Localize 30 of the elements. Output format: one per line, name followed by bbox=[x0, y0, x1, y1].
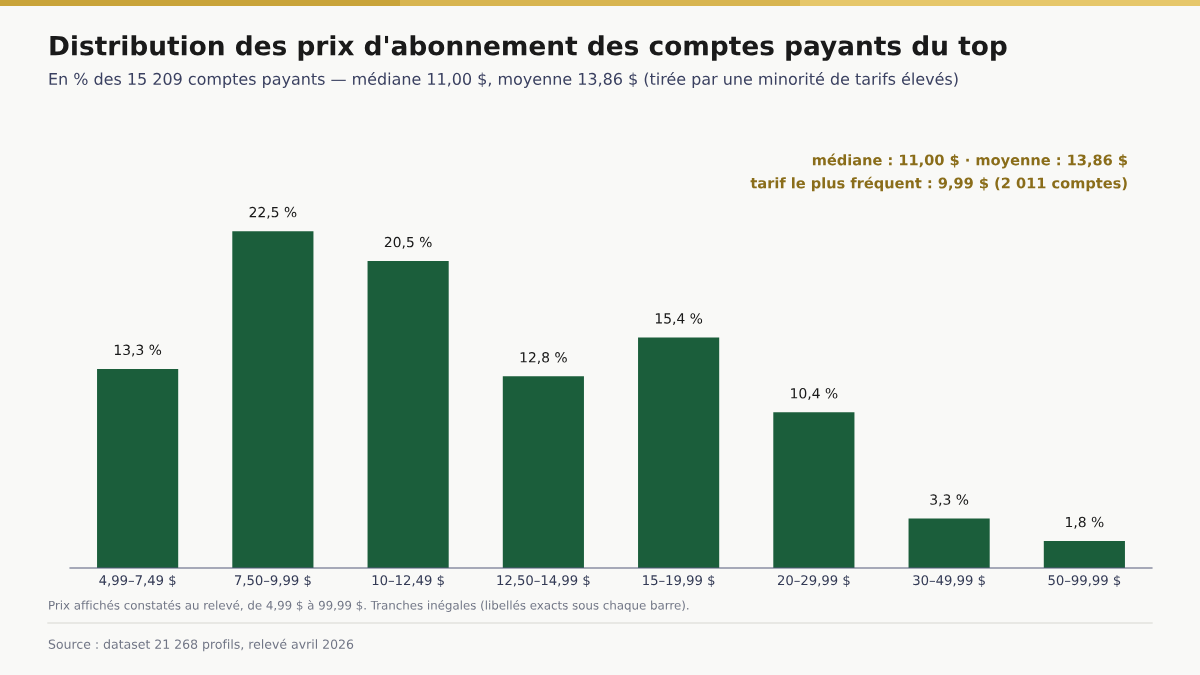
x-tick-label: 20–29,99 $ bbox=[777, 574, 850, 587]
data-label: 10,4 % bbox=[791, 388, 838, 400]
text: tarif le plus fréquent : 9,99 $ (2 011 comptes) bbox=[750, 176, 1127, 192]
chart-subtitle: En % des 15 209 comptes payants — médiane 11,00 $, moyenne 13,86 $ (tirée par une minorité de tarifs élevés) bbox=[49, 71, 958, 89]
x-tick-label: 30–49,99 $ bbox=[913, 574, 985, 587]
data-label: 22,5 % bbox=[249, 206, 297, 219]
text: médiane : 11,00 $ · moyenne : 13,86 $ bbox=[812, 153, 1128, 169]
x-tick-label: 15–19,99 $ bbox=[643, 574, 715, 587]
x-tick-label: 7,50–9,99 $ bbox=[234, 574, 311, 587]
chart-title: Distribution des prix d'abonnement des comptes payants du top bbox=[50, 35, 1007, 61]
bar bbox=[97, 368, 179, 568]
x-tick-label: 50–99,99 $ bbox=[1048, 574, 1121, 587]
bar bbox=[773, 412, 855, 568]
x-tick-label: 10–12,49 $ bbox=[372, 574, 444, 587]
text: Prix affichés constatés au relevé, de 4,99 $ à 99,99 $. Tranches inégales (libellés exacts sous chaque barre). bbox=[49, 600, 689, 612]
x-tick-label: 12,50–14,99 $ bbox=[497, 574, 590, 587]
data-label: 1,8 % bbox=[1066, 516, 1104, 529]
bar bbox=[908, 518, 990, 568]
source-note: Source : dataset 21 268 profils, relevé avril 2026 bbox=[48, 638, 354, 652]
bar bbox=[502, 376, 584, 568]
bar bbox=[1043, 541, 1125, 568]
data-label: 13,3 % bbox=[114, 344, 162, 357]
bar bbox=[367, 261, 449, 568]
data-label: 12,8 % bbox=[520, 352, 567, 364]
x-tick-label: 4,99–7,49 $ bbox=[99, 574, 176, 587]
data-label: 20,5 % bbox=[384, 236, 432, 249]
bar bbox=[232, 231, 314, 568]
bar bbox=[638, 337, 720, 568]
data-label: 15,4 % bbox=[655, 313, 703, 326]
data-label: 3,3 % bbox=[930, 494, 969, 507]
